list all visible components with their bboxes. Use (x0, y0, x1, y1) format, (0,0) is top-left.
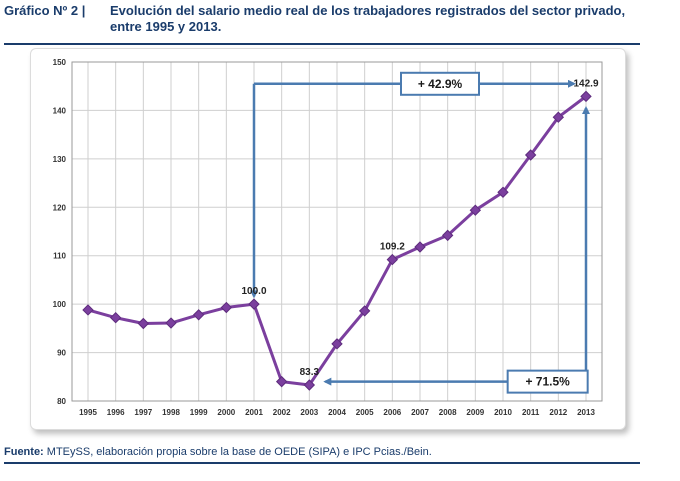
data-label-2001: 100.0 (241, 286, 266, 297)
x-tick-label: 2004 (328, 408, 346, 417)
data-label-2006: 109.2 (380, 242, 405, 253)
data-point-2004 (331, 338, 343, 350)
figure-label: Gráfico Nº 2 | (4, 3, 86, 18)
data-label-2003: 83.3 (300, 367, 320, 378)
line-chart: 80 90 100 110 120 130 140 150 1995 1996 1997 1998 19… (53, 58, 603, 417)
data-point-2008 (441, 229, 454, 242)
x-tick-label: 2002 (273, 408, 291, 417)
figure-title: Evolución del salario medio real de los … (110, 3, 626, 34)
y-tick-label: 100 (53, 300, 67, 309)
x-tick-label: 1997 (134, 408, 152, 417)
data-point-2003 (303, 379, 316, 391)
x-tick-label: 2003 (300, 408, 318, 417)
data-point-2006 (386, 253, 399, 266)
data-point-2001 (248, 298, 260, 310)
x-tick-label: 1999 (190, 408, 208, 417)
source-label: Fuente: (4, 446, 44, 458)
x-tick-label: 1996 (107, 408, 125, 417)
header-divider (4, 43, 640, 45)
annotation-71-label: + 71.5% (525, 375, 570, 389)
data-point-2013 (580, 90, 592, 103)
y-tick-label: 120 (53, 203, 67, 212)
data-point-2005 (358, 305, 371, 317)
data-label-2013: 142.9 (573, 78, 598, 89)
y-tick-label: 90 (57, 349, 66, 358)
y-tick-label: 110 (53, 252, 66, 261)
footer-divider (4, 462, 640, 464)
x-tick-label: 2000 (217, 408, 235, 417)
x-tick-label: 1995 (79, 408, 97, 417)
data-point-2007 (414, 241, 426, 253)
data-point-2010 (497, 186, 509, 198)
x-tick-label: 2006 (383, 408, 401, 417)
x-tick-label: 2005 (356, 408, 374, 417)
source-text: MTEySS, elaboración propia sobre la base… (46, 446, 432, 458)
data-point-1997 (137, 317, 150, 330)
data-point-2000 (220, 301, 233, 314)
plot-area-border (71, 61, 603, 402)
y-tick-label: 130 (53, 155, 67, 164)
annotation-71-box (506, 369, 589, 394)
data-point-2002 (275, 375, 288, 388)
x-tick-label: 2011 (522, 408, 540, 417)
x-tick-label: 2012 (549, 408, 567, 417)
data-point-1999 (192, 309, 205, 321)
data-point-1996 (109, 311, 122, 324)
x-tick-label: 2008 (439, 408, 457, 417)
x-tick-label: 2013 (577, 408, 595, 417)
chart-frame: 80 90 100 110 120 130 140 150 1995 1996 1997 1998 19… (30, 48, 626, 430)
x-tick-label: 2010 (494, 408, 512, 417)
y-tick-label: 80 (57, 397, 66, 406)
annotation-42-box (400, 71, 480, 96)
annotation-42-label: + 42.9% (418, 77, 463, 91)
y-tick-label: 150 (53, 58, 67, 67)
y-tick-label: 140 (53, 106, 67, 115)
data-point-1998 (165, 317, 177, 329)
x-tick-label: 1998 (162, 408, 180, 417)
source-note: Fuente: MTEySS, elaboración propia sobre… (4, 446, 640, 458)
data-point-2011 (524, 149, 537, 161)
data-point-2009 (469, 204, 482, 216)
x-tick-label: 2001 (245, 408, 263, 417)
data-point-1995 (82, 304, 94, 316)
x-tick-label: 2009 (466, 408, 484, 417)
chart-header: Gráfico Nº 2 | Evolución del salario med… (0, 0, 640, 45)
data-point-2012 (552, 111, 565, 123)
x-tick-label: 2007 (411, 408, 429, 417)
